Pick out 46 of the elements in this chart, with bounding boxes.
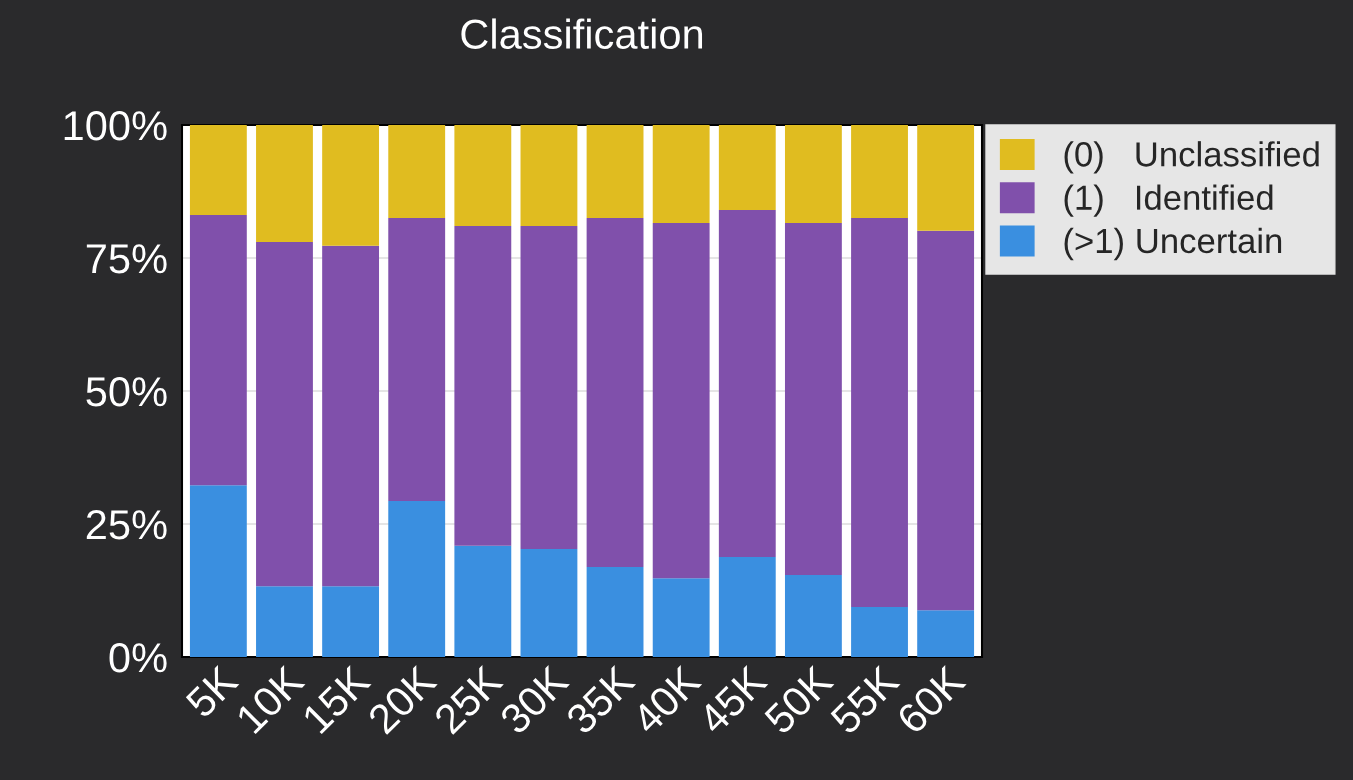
bar [256,125,313,243]
bar [652,222,710,579]
bar [851,125,908,219]
bar [851,218,908,607]
bar [520,226,578,549]
bar [189,214,247,486]
bar [652,125,710,223]
bar [784,125,842,223]
y-tick-label: 0% [109,643,167,673]
bar [718,210,776,557]
bar [256,586,313,657]
bar [388,125,446,219]
bar [322,125,380,246]
x-tick-label: 5K [184,663,240,720]
y-tick-label: 75% [86,244,167,274]
y-tick-label: 50% [86,377,167,407]
bar [586,218,644,568]
bar [917,610,975,657]
bar [917,230,975,611]
bar [322,245,380,587]
bar [718,125,776,211]
bar [586,125,644,219]
bar [586,567,644,657]
bar [784,222,842,576]
y-tick-label: 100% [64,111,167,141]
bar [652,578,710,657]
bar [388,501,446,657]
y-tick-label: 25% [86,510,167,540]
bar [388,218,446,502]
bar [851,606,908,657]
bar [454,125,512,227]
bar [718,556,776,657]
legend-label: (1) Identified [1064,184,1273,217]
legend-label: (>1) Uncertain [1064,227,1282,261]
bar [454,226,512,546]
bar [189,485,247,657]
bar [520,549,578,657]
bar [784,575,842,657]
bar [917,125,975,231]
bar [520,125,578,227]
bar [454,545,512,657]
bar [256,242,313,587]
bar [322,586,380,657]
legend-label: (0) Unclassified [1064,141,1319,174]
chart-title: Classification [461,18,703,50]
bar [189,125,247,215]
